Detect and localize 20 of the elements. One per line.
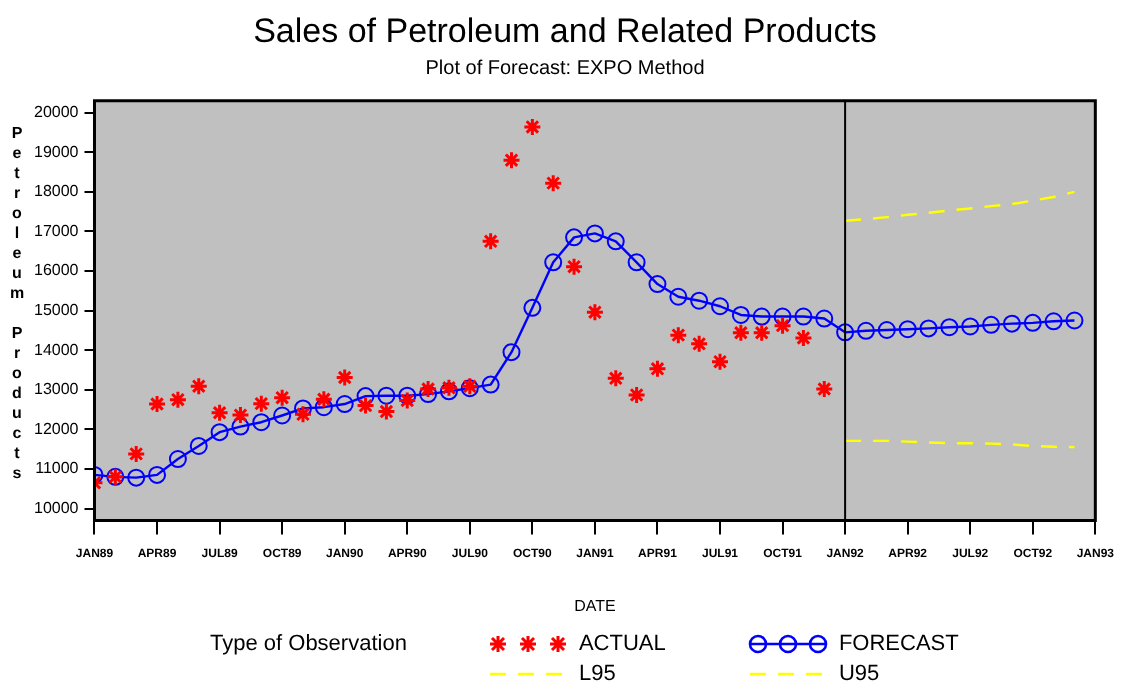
legend-label: L95: [578, 661, 616, 685]
legend-label: U95: [838, 661, 880, 685]
y-tick-label: 11000: [35, 459, 80, 478]
y-axis-title: Petroleum Products: [6, 124, 28, 488]
legend-label: FORECAST: [838, 631, 959, 655]
x-axis-title: DATE: [574, 596, 616, 615]
y-tick-label: 13000: [33, 380, 80, 399]
y-tick-label: 14000: [33, 340, 80, 359]
y-tick-label: 10000: [33, 498, 80, 517]
y-tick-label: 16000: [33, 261, 80, 280]
y-tick-label: 17000: [33, 221, 80, 240]
y-tick-label: 18000: [33, 182, 80, 201]
y-tick-label: 20000: [33, 103, 80, 122]
y-tick-label: 15000: [33, 301, 80, 320]
y-tick-label: 12000: [33, 419, 80, 438]
chart-title: Sales of Petroleum and Related Products: [253, 11, 877, 50]
chart-subtitle: Plot of Forecast: EXPO Method: [425, 58, 705, 81]
legend-title: Type of Observation: [210, 632, 407, 656]
legend-label: ACTUAL: [578, 631, 666, 655]
y-tick-label: 19000: [33, 142, 80, 161]
